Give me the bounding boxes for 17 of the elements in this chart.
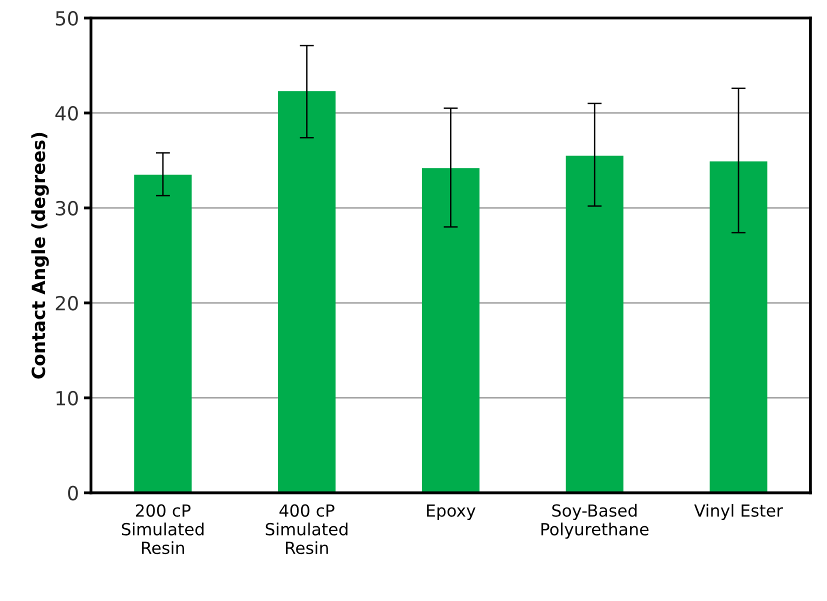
- x-tick-label: Vinyl Ester: [694, 504, 783, 520]
- y-axis-title: Contact Angle (degrees): [31, 132, 49, 379]
- bar: [710, 161, 768, 493]
- x-tick-label: 400 cP Simulated Resin: [266, 504, 348, 554]
- x-tick-label: Epoxy: [427, 504, 476, 520]
- y-tick-label: 40: [55, 106, 78, 121]
- y-tick-label: 30: [56, 200, 78, 216]
- bar: [422, 168, 480, 493]
- y-tick-label: 20: [56, 296, 78, 311]
- y-tick-label: 0: [68, 486, 78, 500]
- x-tick-label: Soy-Based Polyurethane: [541, 504, 649, 539]
- bar: [278, 91, 336, 493]
- x-tick-label: 200 cP Simulated Resin: [122, 504, 204, 554]
- bar: [566, 156, 624, 493]
- y-tick-label: 10: [56, 390, 78, 406]
- y-tick-label: 50: [56, 10, 78, 26]
- bar: [134, 174, 192, 493]
